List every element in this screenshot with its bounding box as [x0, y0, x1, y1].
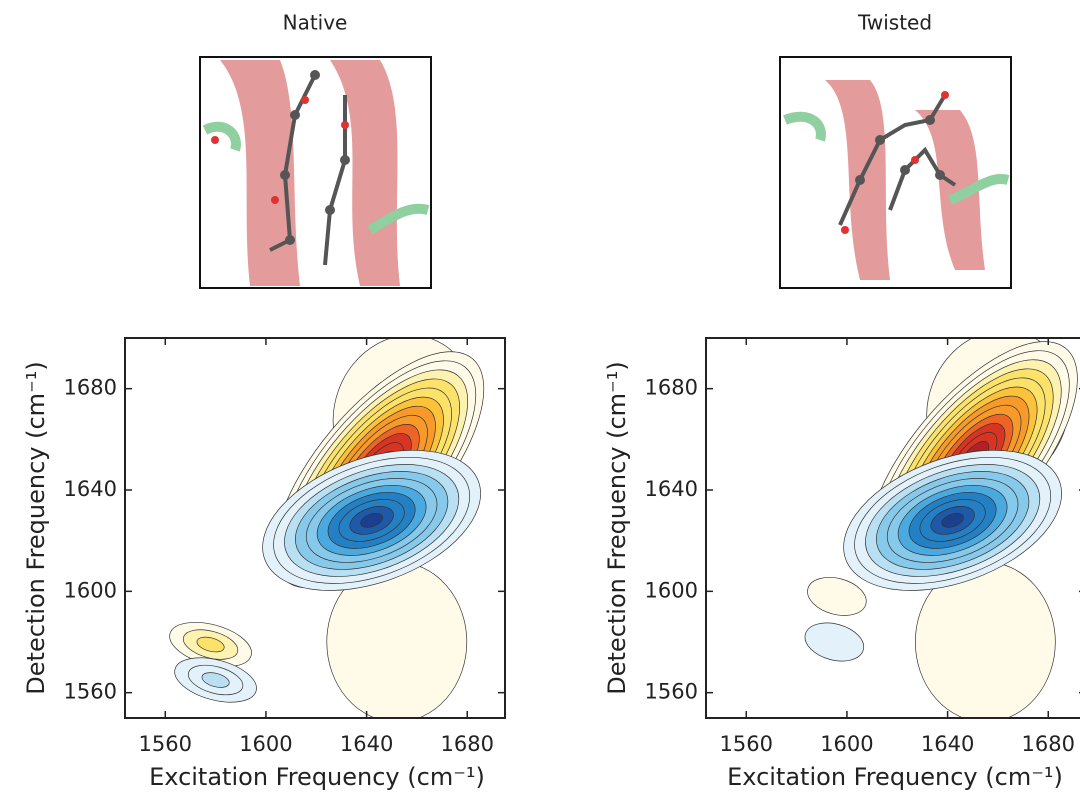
- y-tick-label: 1560: [64, 680, 117, 704]
- y-tick-label: 1640: [645, 477, 698, 501]
- x-tick-label: 1640: [340, 732, 393, 756]
- structure-twisted: [779, 56, 1012, 289]
- contour-level: [941, 513, 964, 528]
- structure-native: [199, 56, 432, 289]
- chart-title: Twisted: [857, 11, 932, 35]
- x-tick-label: 1560: [139, 732, 192, 756]
- x-tick-label: 1600: [820, 732, 873, 756]
- x-tick-label: 1560: [720, 732, 773, 756]
- y-tick-label: 1560: [645, 680, 698, 704]
- y-tick-label: 1600: [645, 578, 698, 602]
- contour-level: [804, 622, 865, 662]
- x-tick-label: 1600: [239, 732, 292, 756]
- plots: 1560 1600 1640 1680 1560 1600 1640 1680 Excitati…: [22, 337, 1080, 791]
- x-tick-label: 1680: [1022, 732, 1075, 756]
- y-tick-label: 1600: [64, 578, 117, 602]
- contour-level: [360, 513, 383, 528]
- contour-level: [201, 672, 230, 688]
- contour-level: [807, 577, 867, 616]
- contours: [804, 338, 1078, 718]
- x-axis-label: Excitation Frequency (cm⁻¹): [727, 763, 1063, 791]
- y-tick-label: 1680: [64, 376, 117, 400]
- y-axis-label: Detection Frequency (cm⁻¹): [22, 361, 50, 694]
- x-tick-label: 1640: [921, 732, 974, 756]
- contour-level: [196, 636, 225, 653]
- chart-title: Native: [283, 11, 348, 35]
- plot-frame: [705, 337, 1080, 719]
- x-axis-label: Excitation Frequency (cm⁻¹): [149, 763, 485, 791]
- y-tick-label: 1640: [64, 477, 117, 501]
- plot-frame: [124, 337, 506, 719]
- y-tick-label: 1680: [645, 376, 698, 400]
- y-axis-label: Detection Frequency (cm⁻¹): [603, 361, 631, 694]
- x-tick-label: 1680: [441, 732, 494, 756]
- contours: [169, 338, 485, 718]
